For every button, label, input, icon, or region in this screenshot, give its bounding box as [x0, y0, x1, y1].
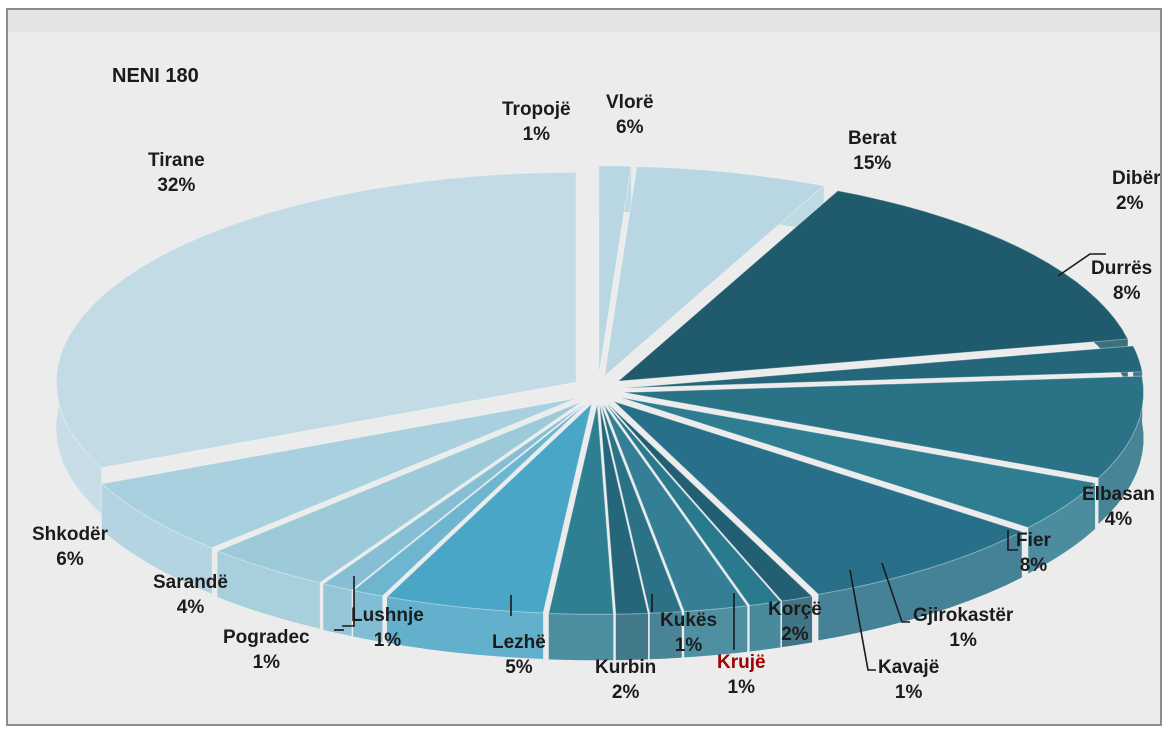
slice-top — [603, 403, 749, 612]
slice-wall — [101, 483, 212, 594]
label-korce: Korçë 2% — [768, 599, 822, 645]
label-sarande: Sarandë 4% — [153, 572, 228, 618]
label-kavaje: Kavajë 1% — [878, 657, 940, 703]
label-kurbin: Kurbin 2% — [595, 657, 657, 703]
slice-top — [216, 400, 583, 584]
slice-top — [548, 404, 614, 615]
pie-slice-kavaj- — [605, 403, 782, 652]
slice-wall — [615, 613, 649, 661]
slice-wall — [1028, 483, 1096, 574]
slice-wall — [387, 596, 544, 659]
pie-slice-lushnje — [351, 402, 588, 643]
label-shkoder: Shkodër 6% — [32, 524, 109, 570]
slice-wall — [217, 550, 320, 629]
slice-top — [599, 404, 649, 615]
pie-slice-kuk-s — [599, 404, 649, 661]
slice-top — [598, 165, 632, 376]
leader-fier — [1007, 530, 1018, 551]
label-pogradec: Pogradec 1% — [223, 627, 310, 673]
label-tropoje: Tropojë 1% — [502, 99, 571, 145]
pie-chart — [55, 165, 1145, 671]
label-berat: Berat 15% — [848, 128, 897, 174]
slice-wall — [781, 596, 813, 648]
slice-top — [616, 190, 1129, 382]
slice-wall — [684, 605, 748, 658]
label-lezhe: Lezhë 5% — [492, 632, 546, 678]
pie-slice-kor- — [603, 403, 749, 658]
pie-slice-pogradec — [322, 402, 586, 637]
label-diber: Dibër 2% — [1112, 168, 1161, 214]
slice-top — [100, 397, 577, 549]
leader-kavaje — [849, 569, 876, 671]
pie-slice-tirane — [55, 171, 577, 514]
leader-gjirokaster — [881, 562, 910, 623]
slice-wall — [323, 583, 352, 637]
slice-wall — [548, 613, 614, 661]
label-gjirokaster: Gjirokastër 1% — [913, 605, 1014, 651]
slice-top — [603, 166, 825, 378]
pie-slice-durr-s — [623, 375, 1145, 525]
pie-slice-elbasan — [620, 396, 1097, 574]
pie-slice-gjirokast-r — [607, 402, 814, 648]
chart-frame: NENI 180 Tirane 32% Tropojë 1% Vlorë 6% Ber… — [6, 8, 1162, 726]
slice-wall — [818, 531, 1022, 641]
slice-wall — [749, 601, 781, 652]
slice-top — [613, 400, 1024, 595]
leader-diber — [1057, 253, 1106, 277]
slice-wall — [649, 611, 682, 660]
leader-lines — [334, 253, 1106, 671]
label-lushnje: Lushnje 1% — [351, 605, 424, 651]
pie-slice-tropoj- — [598, 165, 632, 376]
label-vlore: Vlorë 6% — [606, 92, 654, 138]
pie-slice-sarand- — [216, 400, 583, 629]
chart-title: NENI 180 — [112, 65, 199, 87]
pie-slice-lezh- — [385, 402, 593, 659]
slice-top — [322, 402, 586, 591]
label-kukes: Kukës 1% — [660, 610, 718, 656]
pie-slice-kruj- — [600, 404, 683, 660]
label-tirane: Tirane 32% — [148, 150, 205, 196]
slice-top — [620, 396, 1097, 529]
pie-slice-shkod-r — [100, 397, 577, 594]
slice-top — [385, 402, 593, 614]
slice-top — [623, 345, 1143, 389]
slice-top — [600, 404, 683, 614]
chart-top-band — [8, 10, 1160, 32]
pie-slice-vlor- — [603, 166, 825, 378]
slice-top — [623, 375, 1145, 479]
slice-wall — [1098, 376, 1144, 525]
label-fier: Fier 8% — [1016, 530, 1051, 576]
pie-slice-kurbin — [548, 404, 614, 661]
leader-lushnje — [342, 576, 355, 627]
slice-top — [55, 171, 577, 469]
slice-top — [605, 403, 782, 606]
slice-wall — [353, 590, 383, 643]
label-durres: Durrës 8% — [1091, 258, 1153, 304]
label-kruje: Krujë 1% — [717, 652, 766, 698]
pie-slice-fier — [613, 400, 1024, 641]
label-elbasan: Elbasan 4% — [1082, 484, 1155, 530]
slice-top — [607, 402, 814, 602]
pie-slice-berat — [616, 190, 1129, 385]
pie-slices — [55, 165, 1145, 661]
